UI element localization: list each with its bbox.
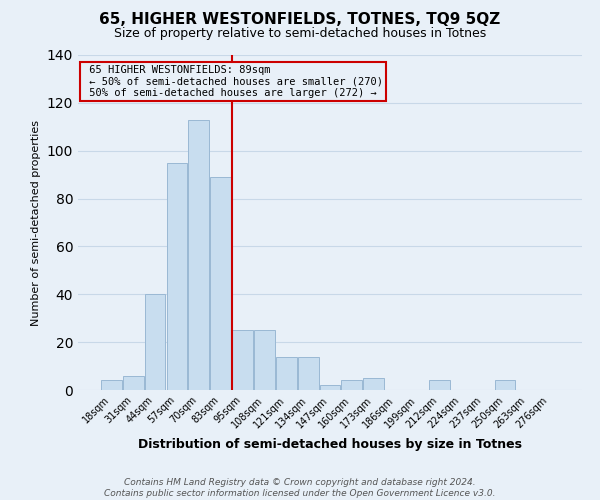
Bar bbox=[494, 380, 515, 390]
Text: Contains HM Land Registry data © Crown copyright and database right 2024.
Contai: Contains HM Land Registry data © Crown c… bbox=[104, 478, 496, 498]
Bar bbox=[254, 330, 275, 390]
Bar bbox=[232, 330, 253, 390]
Bar bbox=[188, 120, 209, 390]
X-axis label: Distribution of semi-detached houses by size in Totnes: Distribution of semi-detached houses by … bbox=[138, 438, 522, 451]
Bar bbox=[341, 380, 362, 390]
Bar bbox=[145, 294, 166, 390]
Bar bbox=[429, 380, 450, 390]
Bar bbox=[101, 380, 122, 390]
Bar bbox=[298, 356, 319, 390]
Text: Size of property relative to semi-detached houses in Totnes: Size of property relative to semi-detach… bbox=[114, 28, 486, 40]
Bar bbox=[276, 356, 296, 390]
Text: 65 HIGHER WESTONFIELDS: 89sqm
 ← 50% of semi-detached houses are smaller (270)
 : 65 HIGHER WESTONFIELDS: 89sqm ← 50% of s… bbox=[83, 65, 383, 98]
Bar bbox=[320, 385, 340, 390]
Bar bbox=[167, 162, 187, 390]
Bar bbox=[123, 376, 143, 390]
Bar bbox=[364, 378, 384, 390]
Text: 65, HIGHER WESTONFIELDS, TOTNES, TQ9 5QZ: 65, HIGHER WESTONFIELDS, TOTNES, TQ9 5QZ bbox=[100, 12, 500, 28]
Y-axis label: Number of semi-detached properties: Number of semi-detached properties bbox=[31, 120, 41, 326]
Bar bbox=[210, 177, 231, 390]
